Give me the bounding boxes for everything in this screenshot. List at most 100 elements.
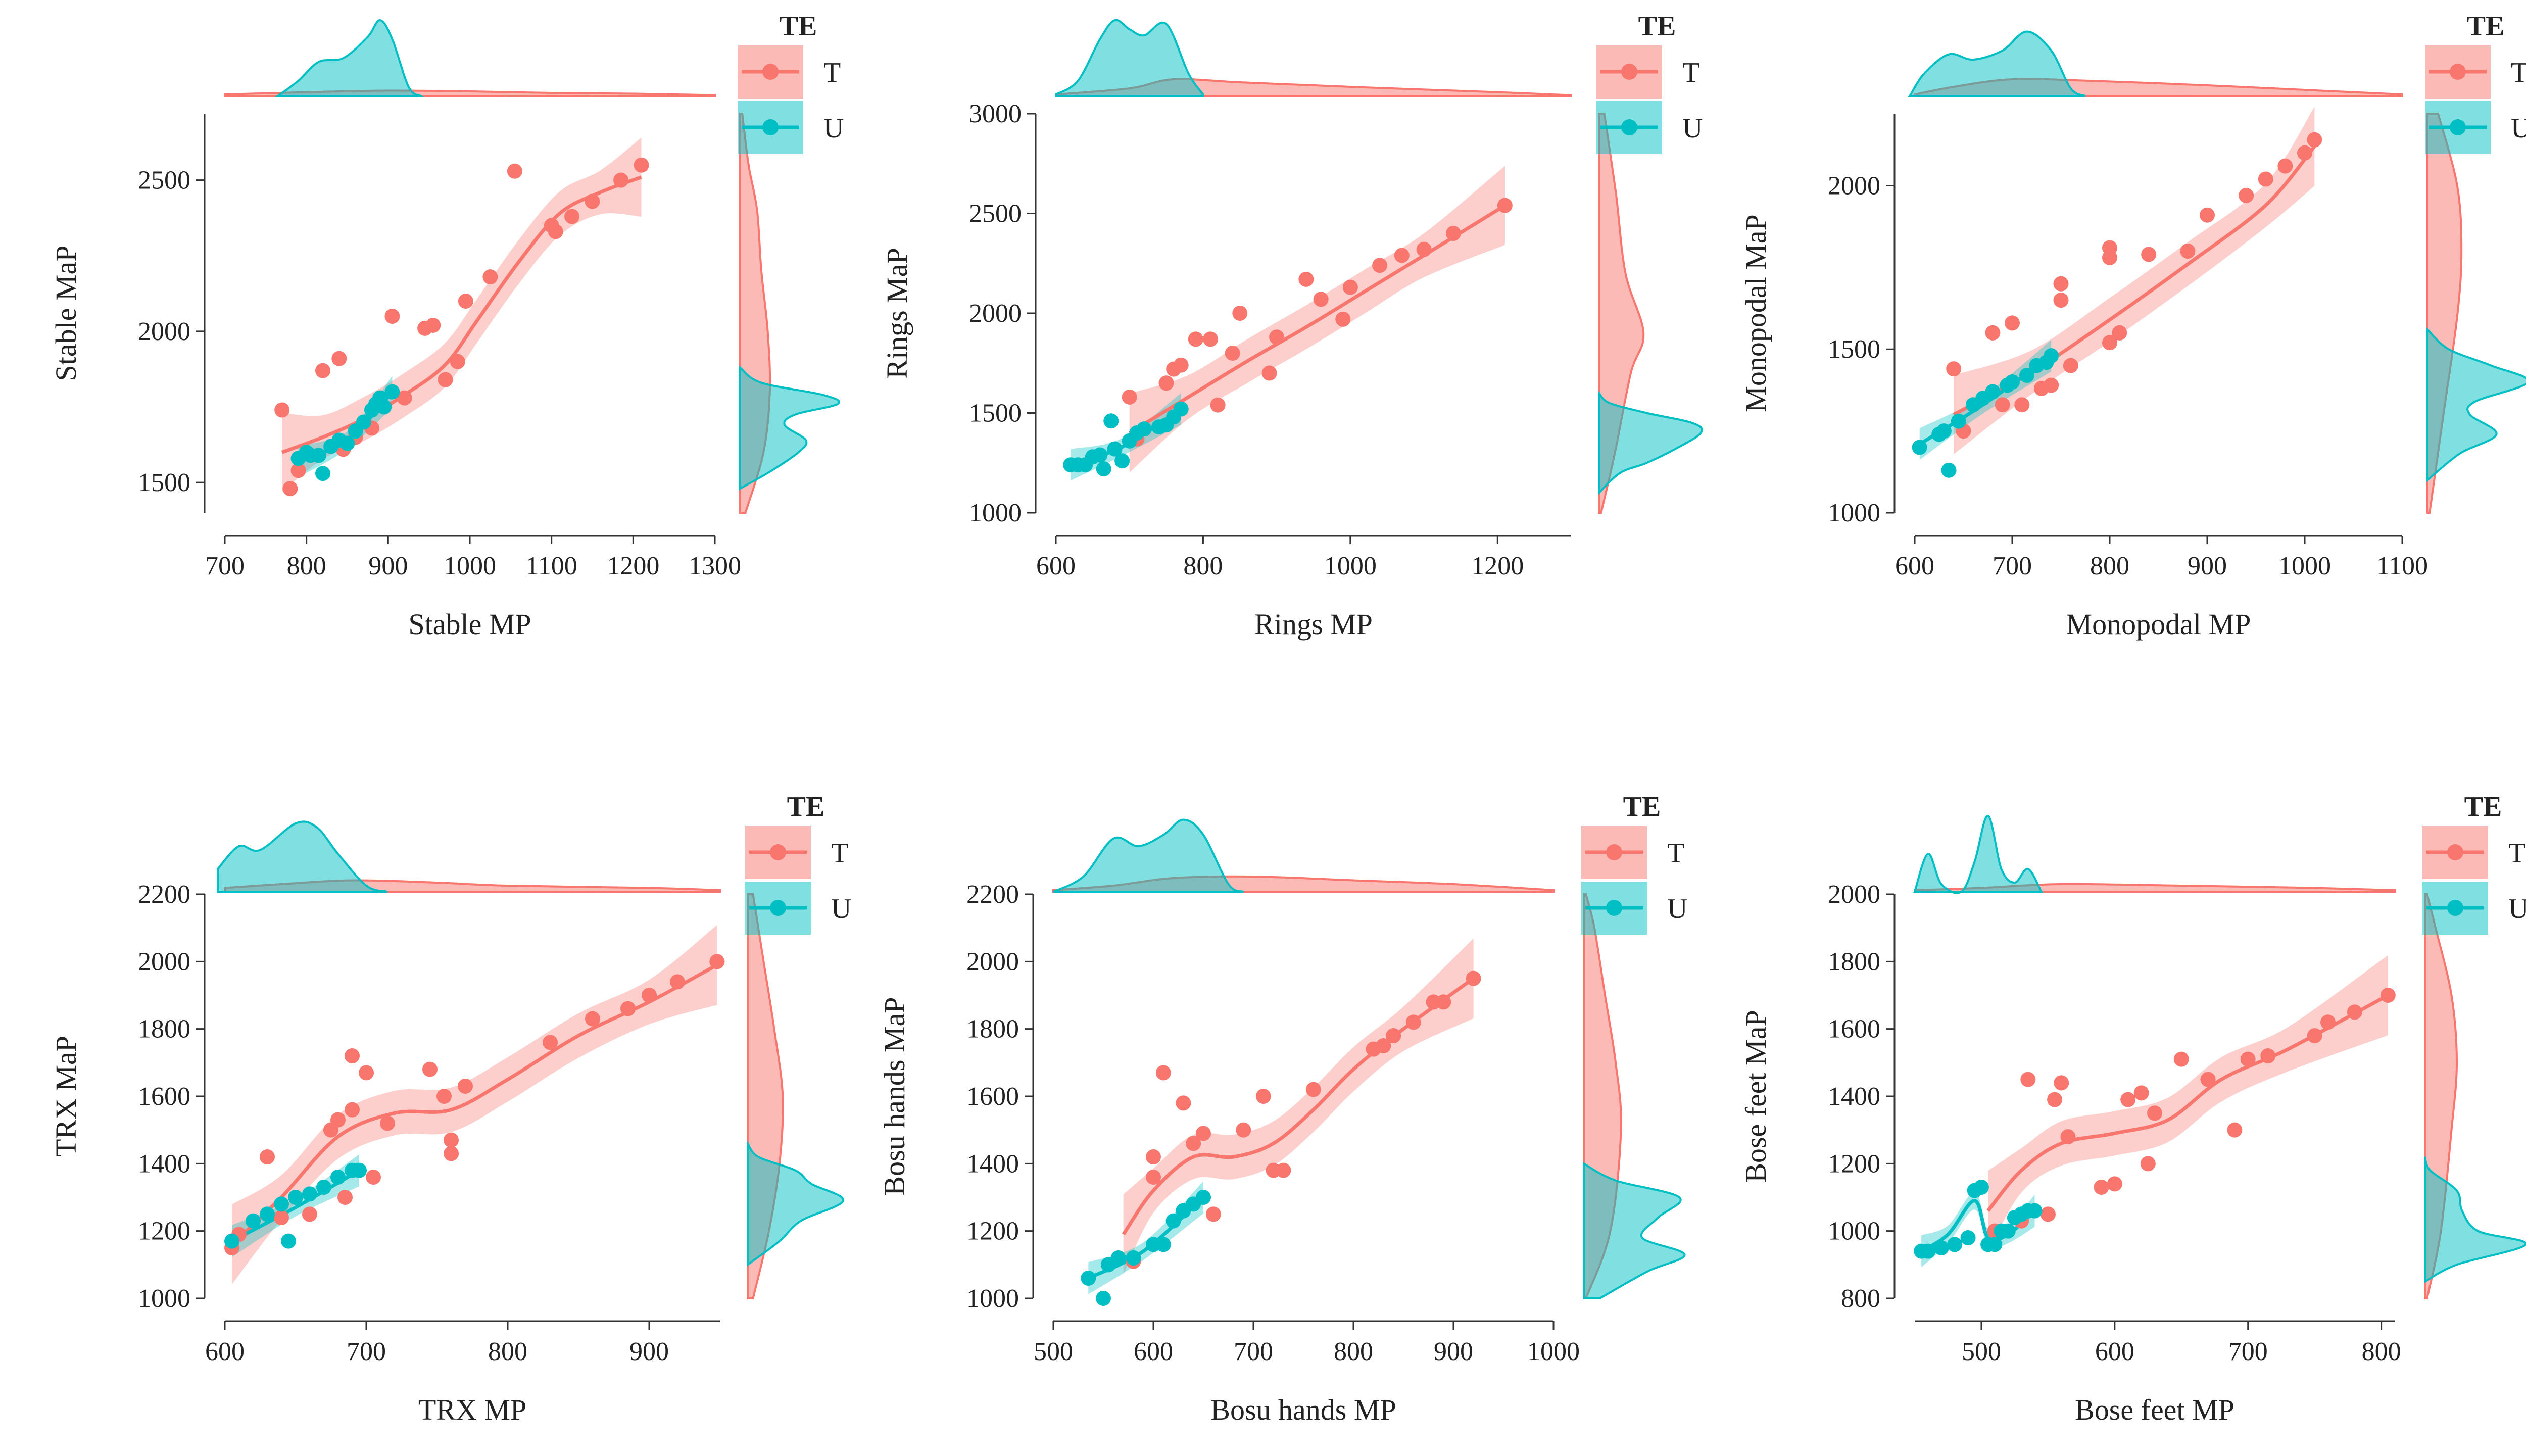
x-tick-label: 1000 bbox=[444, 552, 496, 580]
y-tick-label: 2200 bbox=[966, 880, 1019, 909]
point-T-16 bbox=[444, 1132, 459, 1148]
point-T-17 bbox=[1405, 1014, 1421, 1030]
point-T-9 bbox=[1225, 346, 1240, 361]
top-density-U bbox=[1053, 818, 1244, 893]
point-T-21 bbox=[1497, 198, 1513, 213]
point-U-5 bbox=[1092, 447, 1108, 463]
point-U-5 bbox=[1126, 1250, 1141, 1266]
point-U-16 bbox=[1173, 401, 1189, 417]
point-T-24 bbox=[709, 954, 725, 969]
point-T-18 bbox=[2260, 1048, 2276, 1063]
point-T-18 bbox=[458, 1079, 473, 1094]
legend-label-U: U bbox=[831, 893, 851, 925]
point-U-8 bbox=[339, 435, 355, 451]
fit-line-T bbox=[1128, 204, 1506, 434]
point-T-15 bbox=[436, 1089, 452, 1104]
x-axis-title: Rings MP bbox=[1254, 608, 1373, 641]
point-T-13 bbox=[1305, 1082, 1321, 1097]
point-T-12 bbox=[2102, 335, 2117, 351]
top-marginal-density bbox=[1055, 19, 1572, 97]
point-T-14 bbox=[422, 1061, 438, 1077]
y-tick-label: 1000 bbox=[969, 499, 1022, 527]
point-T-17 bbox=[482, 269, 498, 285]
right-density-U bbox=[747, 1140, 844, 1267]
point-T-22 bbox=[642, 988, 657, 1003]
point-T-10 bbox=[2120, 1092, 2136, 1107]
point-T-2 bbox=[1146, 1170, 1161, 1185]
legend-marker-U bbox=[770, 900, 786, 916]
legend-marker-U bbox=[2447, 900, 2463, 916]
point-T-21 bbox=[620, 1001, 636, 1016]
point-U-11 bbox=[2019, 368, 2034, 383]
point-T-1 bbox=[1946, 361, 1962, 377]
top-density-U bbox=[1913, 814, 2044, 894]
top-marginal-density bbox=[217, 820, 721, 893]
point-U-3 bbox=[1936, 423, 1952, 439]
point-U-7 bbox=[1973, 1180, 1989, 1195]
x-tick-label: 500 bbox=[1034, 1337, 1073, 1366]
point-U-15 bbox=[2027, 1203, 2043, 1219]
point-U-8 bbox=[1107, 441, 1123, 457]
y-tick-label: 1000 bbox=[966, 1284, 1019, 1313]
point-U-9 bbox=[1987, 1237, 2003, 1252]
y-tick-label: 1800 bbox=[1828, 947, 1880, 976]
point-U-4 bbox=[1947, 1237, 1963, 1252]
point-T-19 bbox=[543, 1035, 558, 1050]
x-tick-label: 600 bbox=[2095, 1337, 2134, 1366]
legend-marker-U bbox=[2450, 119, 2466, 135]
legend-marker-T bbox=[2447, 844, 2463, 860]
point-U-1 bbox=[224, 1233, 239, 1249]
legend-marker-U bbox=[1621, 119, 1637, 135]
point-T-14 bbox=[438, 372, 453, 387]
point-T-17 bbox=[2240, 1051, 2256, 1067]
y-tick-label: 2000 bbox=[138, 317, 190, 346]
right-marginal-density bbox=[1598, 113, 1703, 514]
legend-label-U: U bbox=[2508, 893, 2526, 925]
point-U-1 bbox=[1081, 1271, 1096, 1286]
point-T-7 bbox=[330, 1112, 346, 1128]
fit-line-T bbox=[281, 175, 642, 454]
point-U-8 bbox=[316, 1180, 331, 1195]
point-T-9 bbox=[1236, 1122, 1251, 1138]
right-marginal-density bbox=[1583, 893, 1686, 1299]
point-U-11 bbox=[352, 1162, 367, 1178]
legend-marker-T bbox=[762, 64, 779, 80]
top-density-U bbox=[1908, 30, 2086, 97]
x-tick-label: 1200 bbox=[1471, 552, 1524, 580]
point-T-1 bbox=[1122, 389, 1137, 405]
point-U-3 bbox=[260, 1206, 275, 1222]
point-T-11 bbox=[397, 390, 412, 406]
point-T-4 bbox=[315, 363, 330, 378]
y-tick-label: 1600 bbox=[138, 1082, 190, 1111]
point-T-6 bbox=[1186, 1136, 1201, 1151]
y-tick-label: 2500 bbox=[969, 200, 1022, 228]
x-axis-title: Bosu hands MP bbox=[1210, 1393, 1396, 1426]
point-T-15 bbox=[1376, 1038, 1391, 1053]
panel-3: 600 700 800 900 1000 1100 1000 1500 2000 Monopoda… bbox=[1739, 11, 2526, 641]
point-T-9 bbox=[345, 1048, 360, 1063]
right-marginal-density bbox=[2424, 893, 2526, 1299]
point-T-13 bbox=[2147, 1105, 2162, 1121]
point-T-5 bbox=[1173, 357, 1189, 373]
top-marginal-density bbox=[1908, 30, 2403, 97]
point-T-20 bbox=[2320, 1014, 2336, 1030]
point-U-7 bbox=[302, 1186, 317, 1202]
point-U-8 bbox=[1985, 384, 2001, 400]
point-T-15 bbox=[1335, 311, 1351, 327]
top-marginal-density bbox=[1913, 814, 2396, 894]
point-T-20 bbox=[1466, 970, 1481, 986]
legend-label-T: T bbox=[2508, 838, 2525, 869]
y-axis-title: Rings MaP bbox=[881, 248, 913, 378]
point-T-14 bbox=[2102, 240, 2117, 256]
point-T-13 bbox=[380, 1115, 395, 1131]
legend-marker-U bbox=[1606, 900, 1622, 916]
x-tick-label: 1000 bbox=[1527, 1337, 1580, 1366]
legend-marker-T bbox=[770, 844, 786, 860]
point-T-14 bbox=[1313, 292, 1329, 307]
point-T-8 bbox=[1210, 397, 1226, 413]
point-T-4 bbox=[2040, 1206, 2056, 1222]
x-tick-label: 500 bbox=[1962, 1337, 2001, 1366]
point-T-3 bbox=[1146, 1149, 1161, 1164]
